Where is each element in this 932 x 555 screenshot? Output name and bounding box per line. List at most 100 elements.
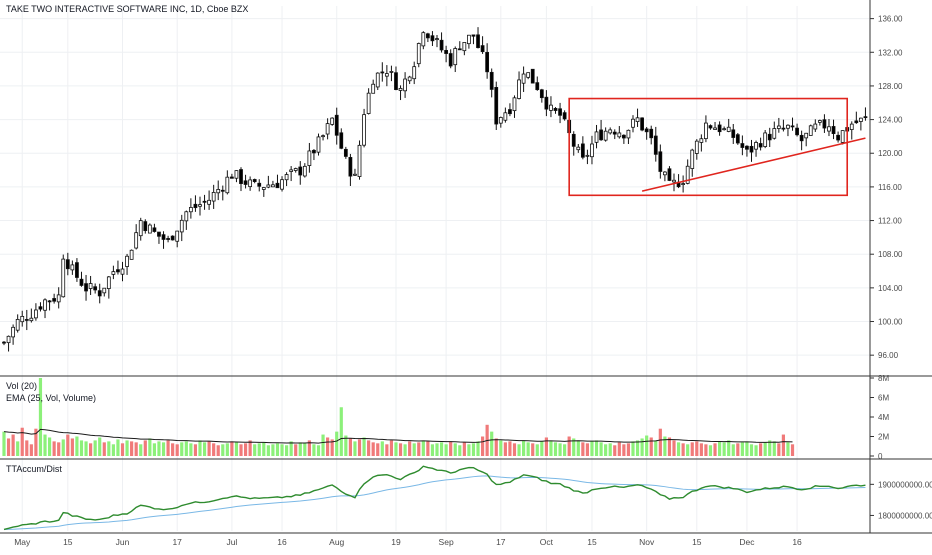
candle-body <box>595 132 598 142</box>
volume-bar <box>527 442 530 456</box>
volume-bar <box>618 442 621 456</box>
volume-bar <box>285 445 288 456</box>
volume-bar <box>258 443 261 456</box>
candle-body <box>139 221 142 236</box>
x-tick-label: 15 <box>692 537 702 547</box>
volume-bar <box>513 443 516 456</box>
candle-body <box>71 265 74 270</box>
candle-body <box>622 135 625 138</box>
volume-bar <box>75 437 78 457</box>
volume-bar <box>358 439 361 456</box>
volume-bar <box>654 440 657 456</box>
volume-bar <box>335 432 338 456</box>
volume-label: Vol (20) <box>6 381 37 391</box>
volume-bar <box>349 438 352 456</box>
volume-tick-label: 4M <box>878 413 889 422</box>
candle-body <box>445 50 448 53</box>
volume-bar <box>627 443 630 456</box>
volume-bar <box>517 444 520 456</box>
volume-bar <box>276 443 279 456</box>
volume-bar <box>239 444 242 456</box>
candle-body <box>262 187 265 189</box>
volume-bar <box>57 442 60 456</box>
x-tick-label: 16 <box>277 537 287 547</box>
volume-bar <box>399 443 402 456</box>
volume-bar <box>148 438 151 456</box>
volume-bar <box>30 444 33 456</box>
candle-body <box>768 134 771 140</box>
volume-bar <box>71 438 74 456</box>
volume-bar <box>340 407 343 456</box>
volume-bar <box>773 441 776 456</box>
support-trendline <box>642 138 865 191</box>
volume-bar <box>226 443 229 456</box>
candle-body <box>559 109 562 116</box>
volume-bar <box>262 442 265 456</box>
x-tick-label: Dec <box>739 537 755 547</box>
volume-bar <box>112 444 115 456</box>
volume-bar <box>303 443 306 456</box>
candle-body <box>212 192 215 201</box>
volume-bar <box>622 444 625 456</box>
candle-body <box>759 143 762 147</box>
volume-bar <box>709 445 712 456</box>
candle-body <box>486 52 489 71</box>
volume-bar <box>704 444 707 456</box>
price-tick-label: 132.00 <box>878 48 903 57</box>
volume-bar <box>645 436 648 456</box>
candle-body <box>3 342 6 343</box>
candle-body <box>490 72 493 89</box>
volume-bar <box>467 444 470 456</box>
candle-body <box>349 157 352 176</box>
volume-bar <box>672 440 675 456</box>
volume-bar <box>668 437 671 456</box>
candle-body <box>750 146 753 152</box>
volume-bar <box>682 443 685 456</box>
candle-body <box>654 136 657 154</box>
candle-body <box>704 123 707 139</box>
candle-body <box>818 121 821 123</box>
candle-body <box>308 151 311 166</box>
volume-bar <box>372 442 375 456</box>
volume-bar <box>472 443 475 456</box>
candle-body <box>80 279 83 285</box>
candle-body <box>367 93 370 113</box>
candle-body <box>636 118 639 122</box>
candle-body <box>203 201 206 202</box>
candle-body <box>66 260 69 269</box>
volume-bar <box>353 441 356 456</box>
volume-bar <box>107 441 110 456</box>
volume-bar <box>125 440 128 456</box>
candle-body <box>322 136 325 137</box>
volume-bar <box>367 440 370 456</box>
candle-body <box>62 259 65 297</box>
candle-body <box>39 307 42 309</box>
candle-body <box>376 73 379 87</box>
volume-tick-label: 2M <box>878 433 889 442</box>
candle-body <box>344 149 347 156</box>
candle-body <box>271 185 274 187</box>
volume-bar <box>43 435 46 456</box>
volume-bar <box>650 437 653 456</box>
price-tick-label: 100.00 <box>878 318 903 327</box>
volume-bar <box>422 440 425 456</box>
volume-bar <box>390 440 393 456</box>
candle-body <box>650 129 653 137</box>
candle-body <box>718 125 721 132</box>
x-tick-label: Sep <box>439 537 454 547</box>
candle-body <box>185 212 188 221</box>
candles-layer <box>3 27 867 351</box>
candle-body <box>504 113 507 120</box>
candle-body <box>563 113 566 119</box>
accum-axis-ticks: 1900000000.00 1800000000.00 <box>870 480 932 520</box>
x-tick-label: May <box>14 537 31 547</box>
candle-body <box>107 277 110 289</box>
candle-body <box>413 67 416 79</box>
volume-bar <box>253 444 256 456</box>
candle-body <box>632 119 635 127</box>
volume-bar <box>677 442 680 456</box>
candle-body <box>394 73 397 90</box>
x-tick-label: 15 <box>63 537 73 547</box>
candle-body <box>363 115 366 146</box>
